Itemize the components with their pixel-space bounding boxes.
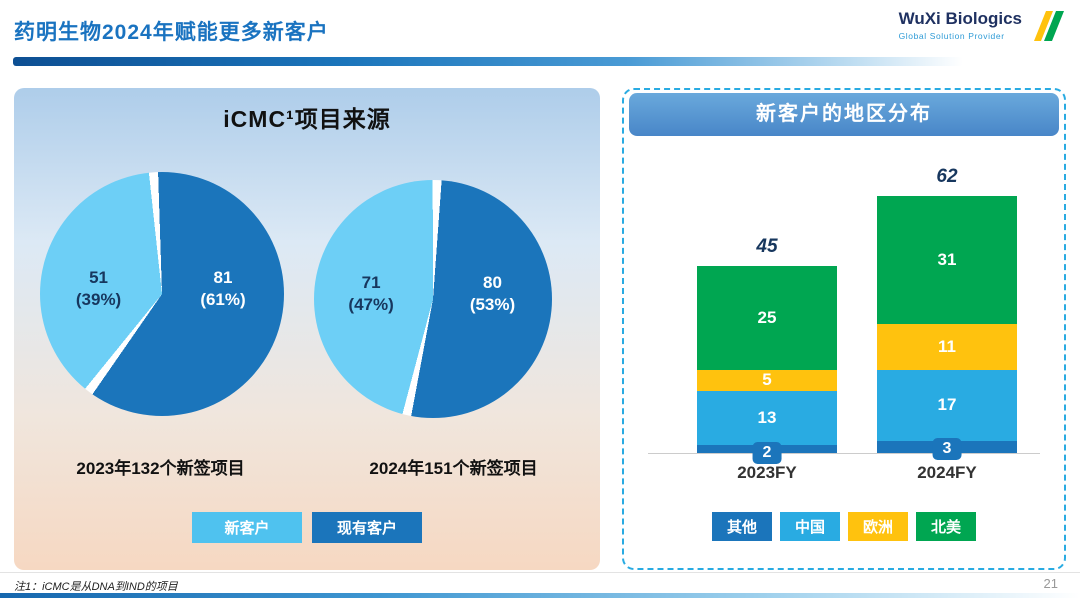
legend-new-customers: 新客户 — [192, 512, 302, 543]
stacked-bar-2023fy: 45 2 13 5 25 2023FY — [697, 236, 837, 482]
bar-stack-2024fy: 3 17 11 31 — [877, 195, 1017, 460]
bar-segment-china-2023: 13 — [697, 390, 837, 445]
bar-segment-northamerica-2024: 31 — [877, 195, 1017, 325]
pie-caption-2023: 2023年132个新签项目 — [76, 459, 245, 478]
pie-chart-2023: 51 (39%) 81 (61%) — [40, 172, 284, 416]
bar-segment-europe-2023: 5 — [697, 369, 837, 391]
bar-category-2023fy: 2023FY — [737, 463, 797, 482]
legend-other: 其他 — [712, 512, 772, 541]
bottom-accent-bar — [0, 593, 1080, 598]
pie-label-new-customers-2024: 71 (47%) — [348, 273, 394, 315]
logo-swoosh-icon — [1034, 11, 1064, 41]
footnote: 注1：iCMC是从DNA到IND的项目 — [14, 581, 178, 593]
bar-segment-northamerica-2023: 25 — [697, 266, 837, 370]
stacked-bar-2024fy: 62 3 17 11 31 2024FY — [877, 166, 1017, 482]
legend-northamerica: 北美 — [916, 512, 976, 541]
bar-stack-2023fy: 2 13 5 25 — [697, 266, 837, 464]
pie-label-existing-customers-2023: 81 (61%) — [200, 268, 246, 310]
bar-legend: 其他 中国 欧洲 北美 — [624, 512, 1064, 541]
bar-total-2023fy: 45 — [756, 236, 778, 258]
bar-segment-other-2024: 3 — [877, 437, 1017, 460]
pie-legend: 新客户 现有客户 — [14, 512, 600, 543]
bar-segment-other-2024-label: 3 — [932, 437, 962, 460]
page-number: 21 — [1043, 576, 1058, 591]
legend-existing-customers: 现有客户 — [312, 512, 422, 543]
bar-segment-other-2023-label: 2 — [752, 441, 782, 464]
legend-china: 中国 — [780, 512, 840, 541]
pie-caption-2024: 2024年151个新签项目 — [369, 459, 538, 478]
logo-text: WuXi Biologics Global Solution Provider — [898, 9, 1022, 41]
pie-label-existing-customers-2024: 80 (53%) — [469, 273, 516, 315]
slide-title: 药明生物2024年赋能更多新客户 — [14, 21, 329, 44]
region-distribution-panel: 新客户的地区分布 45 2 13 5 25 2023FY 62 3 17 11 — [622, 88, 1066, 570]
bar-chart-baseline — [648, 453, 1040, 454]
icmc-panel-title: iCMC¹项目来源 — [223, 106, 391, 132]
logo-name: WuXi Biologics — [898, 9, 1022, 28]
pie-chart-2024: 71 (47%) 80 (53%) — [314, 180, 552, 418]
bar-segment-china-2024: 17 — [877, 369, 1017, 441]
bar-segment-europe-2024: 11 — [877, 324, 1017, 370]
icmc-sources-panel: iCMC¹项目来源 51 (39%) 81 (61%) 71 (47%) 80 … — [14, 88, 600, 570]
bar-total-2024fy: 62 — [936, 165, 958, 187]
title-underline-bar — [13, 57, 963, 66]
bar-segment-other-2023: 2 — [697, 441, 837, 464]
region-panel-title: 新客户的地区分布 — [629, 93, 1059, 136]
logo-tagline: Global Solution Provider — [898, 30, 1005, 41]
footer-divider — [0, 572, 1080, 573]
pie-label-new-customers-2023: 51 (39%) — [75, 268, 122, 310]
legend-europe: 欧洲 — [848, 512, 908, 541]
pie-captions-row: 2023年132个新签项目 2024年151个新签项目 — [14, 454, 600, 479]
bar-category-2024fy: 2024FY — [917, 463, 977, 482]
wuxi-biologics-logo: WuXi Biologics Global Solution Provider — [898, 9, 1064, 41]
